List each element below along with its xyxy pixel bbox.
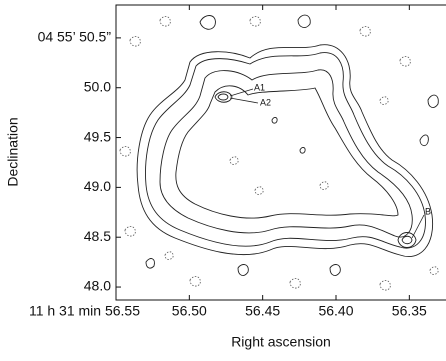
x-tick-label: 56.50 bbox=[172, 303, 207, 319]
y-tick-label: 48.0 bbox=[84, 278, 111, 294]
annotation: A2 bbox=[260, 97, 271, 107]
x-tick-label: 56.45 bbox=[245, 303, 280, 319]
y-tick-label: 50.0 bbox=[84, 78, 111, 94]
x-axis-label: Right ascension bbox=[231, 334, 331, 350]
y-axis-label: Declination bbox=[5, 117, 21, 186]
y-tick-label: 48.5 bbox=[84, 228, 111, 244]
x-tick-label: 56.40 bbox=[318, 303, 353, 319]
contours bbox=[120, 15, 438, 290]
annotation: B bbox=[425, 206, 431, 216]
plot-frame bbox=[116, 5, 446, 300]
x-tick-label: 11 h 31 min 56.55 bbox=[29, 303, 140, 319]
annotation: A1 bbox=[254, 82, 265, 92]
chart: Right ascension Declination 11 h 31 min … bbox=[0, 0, 446, 356]
y-tick-label: 49.0 bbox=[84, 178, 111, 194]
y-tick-label: 49.5 bbox=[84, 128, 111, 144]
y-tick-label: 04 55’ 50.5” bbox=[38, 29, 112, 45]
x-tick-label: 56.35 bbox=[392, 303, 427, 319]
